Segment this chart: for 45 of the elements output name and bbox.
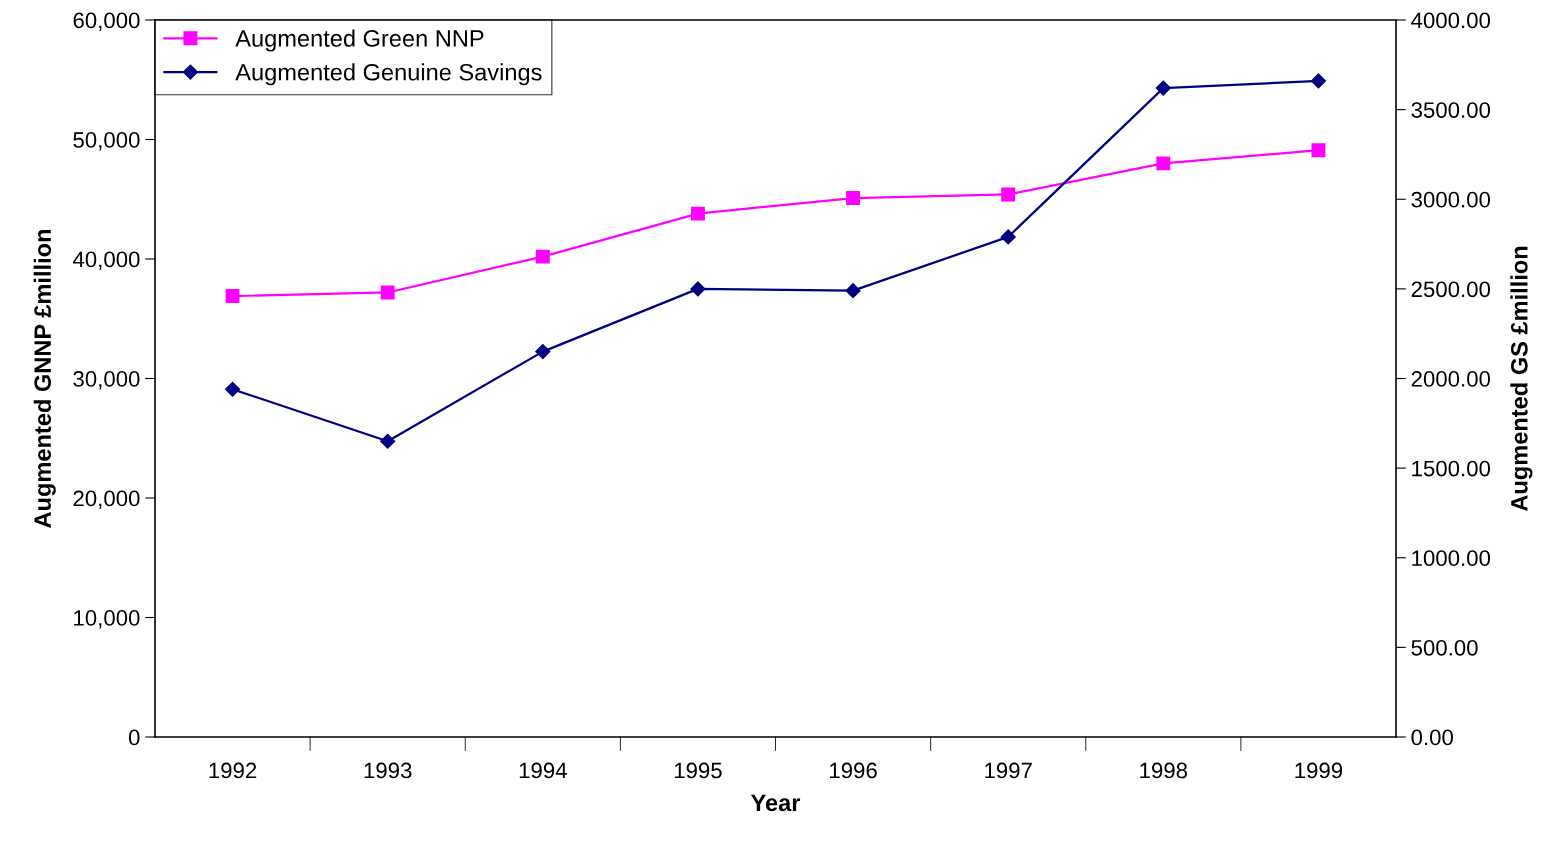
point	[1000, 229, 1016, 245]
y-tick-label: 10,000	[74, 610, 140, 629]
y2-tick-label: 1500.00	[1412, 460, 1491, 477]
y-tick-label: 0	[128, 729, 140, 746]
y-tick-label: 60,000	[73, 12, 140, 31]
y2-tick-label: 2000.00	[1411, 371, 1491, 387]
point	[1311, 143, 1326, 158]
y2-tick-label: 4000.00	[1411, 12, 1491, 29]
x-axis-title: Year	[750, 794, 801, 812]
legend-label: Augmented Green NNP	[235, 29, 484, 52]
legend-label: Augmented Genuine Savings	[235, 63, 542, 86]
y2-axis-title: Augmented GS £million	[1510, 246, 1533, 512]
x-tick-label: 1997	[985, 762, 1032, 779]
point	[846, 191, 861, 206]
point	[380, 285, 395, 300]
point	[225, 289, 240, 303]
point	[1310, 73, 1327, 89]
point	[690, 206, 705, 221]
point	[1156, 156, 1171, 171]
point	[690, 281, 706, 297]
y-tick-label: 30,000	[73, 371, 140, 390]
y2-tick-label: 3500.00	[1411, 102, 1491, 118]
y-tick-label: 50,000	[73, 132, 140, 151]
y-axis-title: Augmented GNNP £million	[33, 229, 56, 528]
y-tick-label: 40,000	[72, 251, 140, 270]
y2-tick-label: 2500.00	[1411, 281, 1491, 298]
x-tick-label: 1996	[830, 762, 877, 779]
point	[1001, 187, 1016, 202]
y-tick-label: 20,000	[73, 490, 140, 509]
y2-tick-label: 0.00	[1411, 729, 1453, 746]
x-tick-label: 1994	[519, 762, 567, 779]
point	[535, 344, 551, 360]
x-tick-label: 1992	[209, 762, 257, 779]
x-tick-label: 1993	[364, 762, 412, 779]
y2-tick-label: 500.00	[1411, 639, 1478, 656]
y2-tick-label: 1000.00	[1412, 550, 1491, 567]
point	[1155, 80, 1171, 96]
x-tick-label: 1998	[1140, 762, 1188, 779]
point	[535, 249, 550, 264]
point	[380, 433, 396, 449]
x-tick-label: 1999	[1295, 762, 1343, 779]
point	[845, 283, 861, 299]
point	[224, 381, 241, 397]
x-tick-label: 1995	[674, 762, 722, 779]
y2-tick-label: 3000.00	[1411, 191, 1491, 208]
